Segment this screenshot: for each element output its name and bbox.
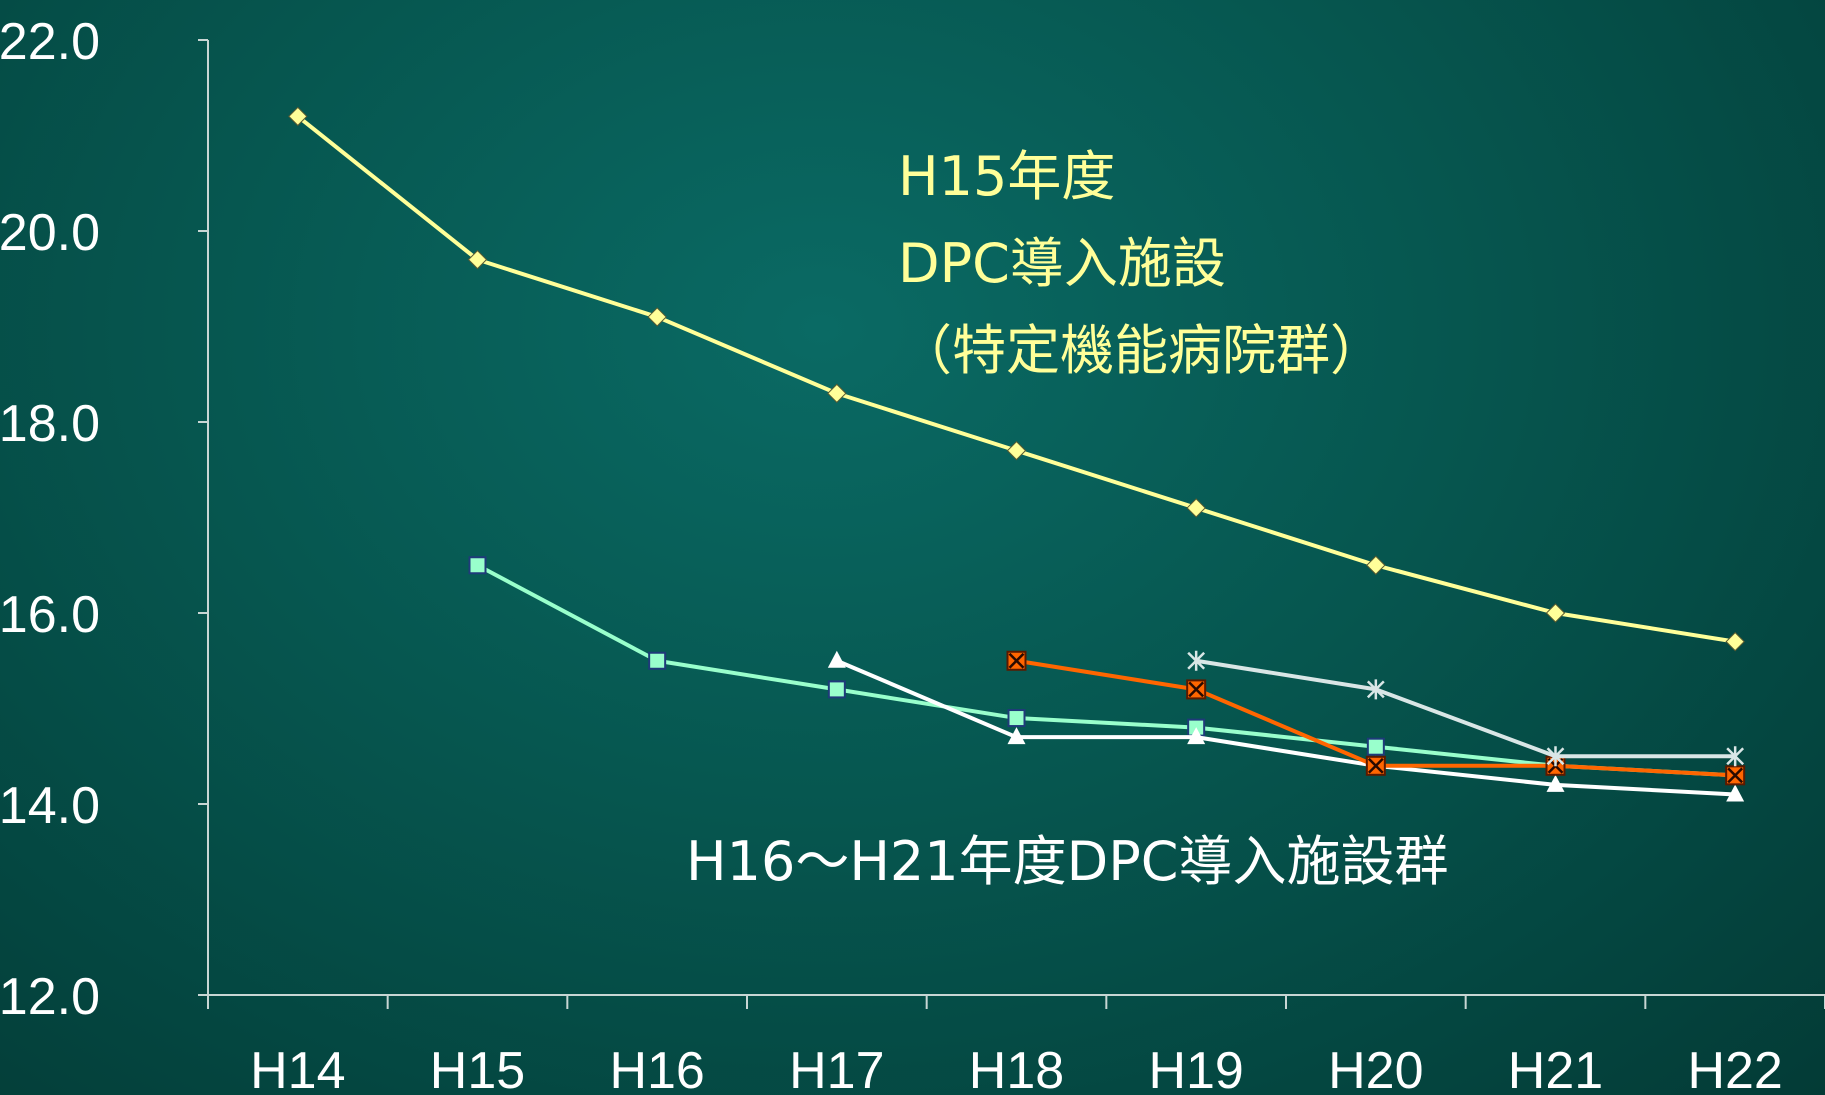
annotation-top-line3: （特定機能病院群） xyxy=(898,319,1384,382)
data-point xyxy=(1366,679,1385,700)
data-point xyxy=(468,556,487,575)
y-tick-label: 16.0 xyxy=(0,586,100,644)
x-tick-label: H18 xyxy=(969,1042,1064,1095)
data-point xyxy=(1366,737,1385,756)
data-point xyxy=(648,651,667,670)
data-point xyxy=(1007,727,1026,745)
series-line xyxy=(1195,658,1736,759)
data-point xyxy=(1725,765,1746,786)
data-point xyxy=(1186,498,1206,518)
x-tick-label: H21 xyxy=(1508,1042,1603,1095)
data-point xyxy=(288,106,308,127)
data-point xyxy=(1726,784,1745,802)
x-tick-label: H16 xyxy=(609,1042,704,1095)
y-tick-label: 18.0 xyxy=(0,395,100,453)
annotation-top-line2: DPC導入施設 xyxy=(898,232,1226,295)
series-layer xyxy=(288,106,1746,802)
data-point xyxy=(827,383,847,404)
data-point xyxy=(1007,709,1026,728)
series-2 xyxy=(468,556,1745,785)
x-tick-label: H17 xyxy=(789,1042,884,1095)
series-4 xyxy=(1006,650,1746,786)
y-tick-label: 22.0 xyxy=(0,13,100,71)
series-1 xyxy=(288,106,1745,652)
data-point xyxy=(1726,746,1745,767)
series-5 xyxy=(1187,650,1745,767)
annotation-bottom: H16～H21年度DPC導入施設群 xyxy=(686,830,1449,893)
data-point xyxy=(647,307,667,327)
data-point xyxy=(1545,603,1566,623)
y-tick-label: 12.0 xyxy=(0,968,100,1026)
data-point xyxy=(1186,679,1207,700)
series-line xyxy=(476,563,1736,778)
data-point xyxy=(827,680,846,699)
x-tick-label: H19 xyxy=(1148,1042,1243,1095)
data-point xyxy=(1546,746,1565,767)
data-point xyxy=(1187,650,1206,671)
y-tick-label: 20.0 xyxy=(0,204,100,262)
x-tick-label: H15 xyxy=(430,1042,525,1095)
annotation-top-line1: H15年度 xyxy=(898,145,1115,208)
data-point xyxy=(467,249,488,270)
x-tick-label: H22 xyxy=(1687,1042,1782,1095)
data-point xyxy=(1006,440,1027,461)
annotations: H15年度 DPC導入施設 （特定機能病院群） H16～H21年度DPC導入施設… xyxy=(686,145,1449,893)
axes: 12.0 14.0 16.0 18.0 20.0 22.0 H14 H15 H16 H17 H18 H… xyxy=(0,13,1825,1095)
data-point xyxy=(1006,650,1027,671)
x-tick-label: H14 xyxy=(250,1042,345,1095)
y-tick-label: 14.0 xyxy=(0,777,100,835)
data-point xyxy=(1546,774,1565,792)
x-tick-label: H20 xyxy=(1328,1042,1423,1095)
data-point xyxy=(1366,555,1386,575)
data-point xyxy=(827,650,846,668)
data-point xyxy=(1187,727,1206,745)
data-point xyxy=(1725,631,1745,652)
data-point xyxy=(1365,755,1386,776)
series-line xyxy=(836,658,1736,797)
